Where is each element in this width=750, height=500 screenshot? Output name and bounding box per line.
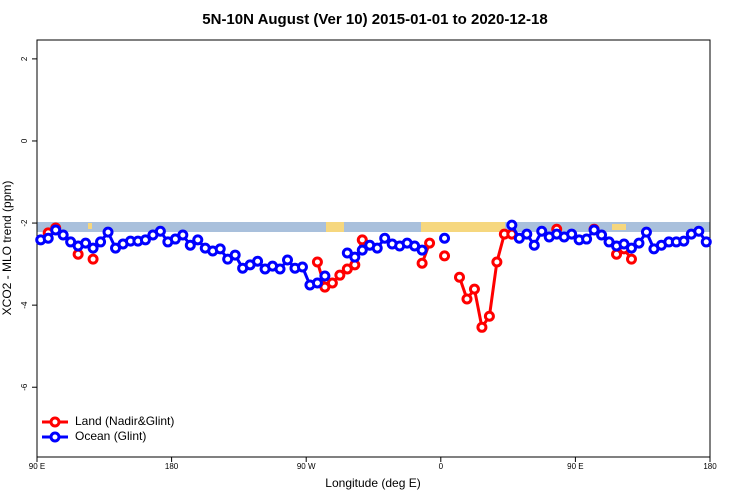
data-point	[678, 235, 690, 247]
data-point	[356, 234, 368, 246]
y-axis-label: XCO2 - MLO trend (ppm)	[0, 181, 14, 316]
data-point	[536, 225, 548, 237]
data-point	[356, 244, 368, 256]
data-point	[693, 225, 705, 237]
x-tick-label: 90 W	[297, 462, 316, 471]
data-point	[102, 226, 114, 238]
data-point	[311, 256, 323, 268]
data-point	[468, 283, 480, 295]
x-tick-label: 90 E	[567, 462, 583, 471]
data-point	[461, 293, 473, 305]
data-point	[80, 237, 92, 249]
data-point	[87, 242, 99, 254]
y-tick-label: -2	[20, 219, 29, 227]
data-point	[379, 232, 391, 244]
data-point	[581, 233, 593, 245]
legend-label: Land (Nadir&Glint)	[75, 414, 174, 428]
data-point	[416, 257, 428, 269]
data-point	[192, 234, 204, 246]
x-tick-label: 180	[703, 462, 717, 471]
y-tick-label: 0	[20, 138, 29, 143]
data-point	[521, 228, 533, 240]
data-point	[640, 226, 652, 238]
data-point	[252, 255, 264, 267]
data-point	[476, 321, 488, 333]
data-point	[42, 232, 54, 244]
data-point	[319, 270, 331, 282]
data-point	[625, 253, 637, 265]
data-point	[424, 237, 436, 249]
data-point	[439, 232, 451, 244]
data-point	[596, 229, 608, 241]
data-point	[371, 242, 383, 254]
data-point	[528, 239, 540, 251]
data-point	[229, 249, 241, 261]
x-axis-label: Longitude (deg E)	[325, 476, 420, 490]
data-point	[566, 228, 578, 240]
data-point	[95, 236, 107, 248]
data-point	[439, 250, 451, 262]
data-point	[274, 263, 286, 275]
data-point	[214, 243, 226, 255]
x-tick-label: 180	[165, 462, 179, 471]
data-point	[334, 269, 346, 281]
data-point	[296, 261, 308, 273]
map-strip	[37, 222, 710, 232]
data-point	[416, 244, 428, 256]
data-point	[491, 256, 503, 268]
data-point	[506, 219, 518, 231]
data-point	[154, 225, 166, 237]
data-point	[588, 224, 600, 236]
x-tick-label: 90 E	[29, 462, 45, 471]
data-point	[483, 310, 495, 322]
data-point	[700, 236, 712, 248]
data-point	[87, 253, 99, 265]
data-point	[311, 277, 323, 289]
legend-marker	[49, 416, 61, 428]
chart-title: 5N-10N August (Ver 10) 2015-01-01 to 202…	[202, 11, 547, 28]
plot-frame	[36, 39, 711, 458]
data-point	[326, 277, 338, 289]
y-tick-label: -6	[20, 383, 29, 391]
data-point	[177, 229, 189, 241]
data-point	[349, 251, 361, 263]
legend-label: Ocean (Glint)	[75, 429, 146, 443]
x-tick-label: 0	[439, 462, 444, 471]
data-point	[625, 242, 637, 254]
data-point	[453, 271, 465, 283]
data-point	[57, 229, 69, 241]
data-point	[184, 239, 196, 251]
y-tick-label: -4	[20, 301, 29, 309]
data-point	[282, 254, 294, 266]
data-point	[139, 234, 151, 246]
legend-marker	[49, 431, 61, 443]
data-point	[50, 224, 62, 236]
data-point	[633, 237, 645, 249]
y-tick-label: 2	[20, 56, 29, 61]
